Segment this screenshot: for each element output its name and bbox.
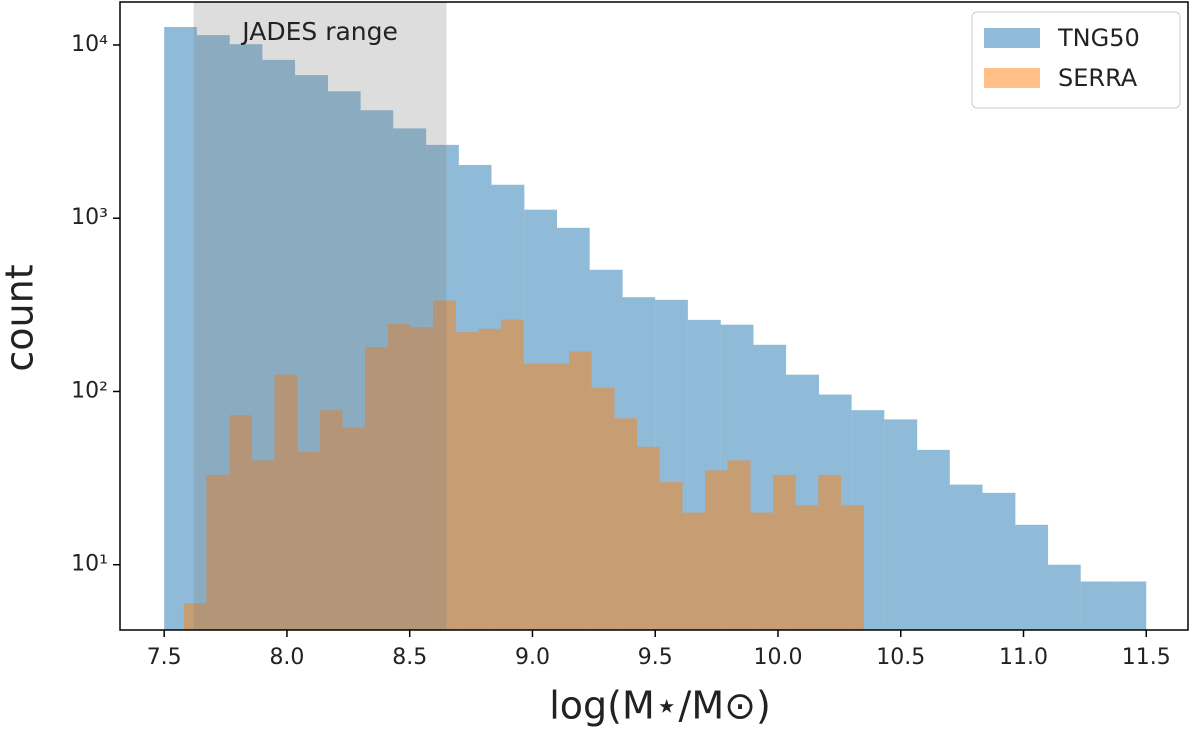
y-tick-label: 10²	[71, 378, 108, 403]
histogram-bar	[750, 512, 774, 630]
histogram-bar	[1080, 581, 1114, 630]
shaded-span	[193, 2, 447, 630]
histogram-bar	[164, 26, 197, 631]
legend-swatch	[984, 68, 1040, 88]
legend-swatch	[984, 28, 1040, 48]
histogram-bar	[949, 484, 983, 630]
histogram-bar	[297, 451, 320, 630]
histogram-bar	[682, 512, 706, 630]
histogram-bar	[229, 415, 252, 630]
histogram-bar	[183, 603, 207, 630]
histogram-bar	[1015, 524, 1049, 630]
y-tick-label: 10¹	[71, 552, 108, 577]
legend-label: TNG50	[1057, 24, 1140, 52]
histogram-bar	[659, 482, 683, 630]
histogram-bar	[982, 492, 1016, 630]
x-axis-label: log(M⋆/M⊙)	[549, 684, 771, 728]
y-tick-label: 10⁴	[71, 32, 108, 57]
histogram-bar	[478, 328, 502, 630]
histogram-bar	[206, 474, 230, 630]
histogram-bar	[795, 505, 819, 630]
y-axis-label: count	[0, 264, 42, 371]
histogram-bar	[387, 324, 411, 630]
histogram-bar	[591, 387, 615, 630]
x-tick-label: 8.5	[392, 645, 427, 670]
histogram-bar	[727, 460, 751, 630]
x-tick-label: 11.0	[999, 645, 1048, 670]
histogram-bar	[433, 300, 456, 630]
histogram-bar	[251, 460, 275, 630]
x-tick-label: 10.5	[876, 645, 925, 670]
histogram-bar	[410, 327, 434, 630]
y-tick-label: 10³	[71, 205, 108, 230]
histogram-bar	[841, 505, 864, 630]
histogram-bar	[884, 419, 918, 630]
plot-frame	[119, 1, 1189, 631]
histogram-bar	[546, 363, 570, 630]
histogram-bar	[705, 470, 728, 630]
histogram-bar	[614, 418, 638, 630]
x-tick-label: 7.5	[147, 645, 182, 670]
histogram-bar	[274, 374, 298, 630]
histogram-bar	[523, 363, 547, 630]
histogram-bar	[569, 351, 592, 630]
histogram-bar	[917, 449, 950, 630]
x-tick-label: 9.5	[638, 645, 673, 670]
histogram-bar	[455, 332, 479, 630]
x-tick-label: 10.0	[753, 645, 802, 670]
histogram-bar	[342, 427, 366, 630]
x-tick-label: 9.0	[515, 645, 550, 670]
histogram-bar	[501, 319, 524, 630]
x-tick-label: 11.5	[1122, 645, 1171, 670]
histogram-bar	[1113, 581, 1147, 630]
histogram-bar	[1048, 564, 1081, 630]
histogram-bar	[365, 347, 388, 630]
legend-label: SERRA	[1058, 64, 1138, 92]
histogram-bar	[319, 410, 343, 630]
x-tick-label: 8.0	[269, 645, 304, 670]
span-label: JADES range	[240, 17, 398, 46]
histogram-bar	[773, 474, 796, 630]
histogram-bar	[637, 446, 660, 630]
histogram-bar	[818, 474, 842, 630]
